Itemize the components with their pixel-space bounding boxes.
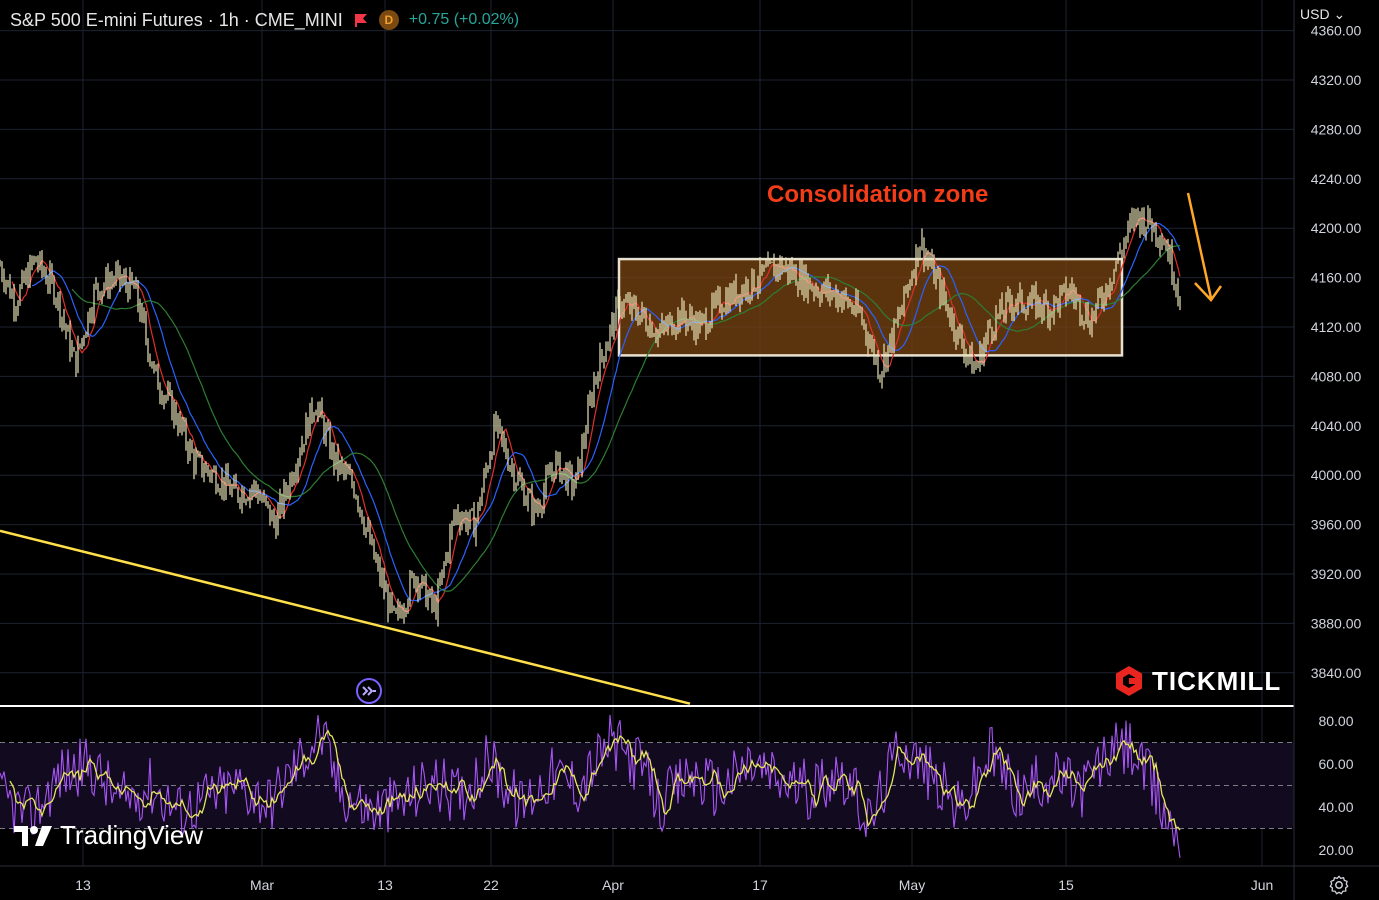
tickmill-icon	[1116, 666, 1142, 696]
time-tick-label: Mar	[250, 877, 274, 893]
symbol-header[interactable]: S&P 500 E-mini Futures · 1h · CME_MINI D…	[10, 6, 519, 34]
price-tick-label: 4240.00	[1311, 171, 1362, 187]
tickmill-wordmark: TICKMILL	[1152, 665, 1282, 696]
consolidation-zone-label: Consolidation zone	[767, 181, 989, 208]
rsi-moving-average-line	[9, 729, 1181, 831]
time-tick-label: Jun	[1251, 877, 1274, 893]
tradingview-icon	[14, 825, 52, 846]
time-tick-label: Apr	[602, 877, 624, 893]
arrow-shaft	[1186, 192, 1213, 299]
rsi-tick-label: 40.00	[1318, 799, 1353, 815]
price-tick-label: 4160.00	[1311, 270, 1362, 286]
time-tick-label: May	[899, 877, 925, 893]
rsi-tick-label: 20.00	[1318, 842, 1353, 858]
price-tick-label: 4320.00	[1311, 72, 1362, 88]
moving-average-lines	[11, 216, 1181, 613]
time-tick-label: 17	[752, 877, 768, 893]
time-axis[interactable]: 13 Mar 13 22 Apr 17 May 15 Jun	[75, 877, 1273, 893]
support-trendline[interactable]	[0, 529, 691, 705]
symbol-title[interactable]: S&P 500 E-mini Futures · 1h · CME_MINI	[10, 9, 343, 30]
data-badge[interactable]: D	[378, 10, 399, 30]
tradingview-logo: TradingView	[12, 820, 203, 851]
price-tick-label: 3960.00	[1311, 517, 1362, 533]
price-tick-label: 4000.00	[1311, 467, 1362, 483]
moving-average-mid	[31, 222, 1181, 602]
moving-average-fast	[11, 216, 1181, 613]
rsi-tick-label: 80.00	[1318, 713, 1353, 729]
price-axis[interactable]: 4360.00 4320.00 4280.00 4240.00 4200.00 4160.…	[1311, 23, 1362, 681]
price-tick-label: 3920.00	[1311, 566, 1362, 582]
rsi-lines	[0, 714, 1181, 858]
time-tick-label: 13	[75, 877, 91, 893]
tickmill-logo: TICKMILL	[1112, 664, 1281, 698]
moving-average-slow	[71, 244, 1181, 592]
price-change: +0.75 (+0.02%)	[408, 11, 520, 28]
price-tick-label: 4120.00	[1311, 319, 1362, 335]
currency-label: USD	[1300, 6, 1330, 22]
price-tick-label: 4360.00	[1311, 23, 1362, 39]
go-to-realtime-icon[interactable]	[355, 677, 383, 705]
price-tick-label: 4040.00	[1311, 418, 1362, 434]
flag-icon[interactable]	[353, 12, 369, 28]
rsi-tick-label: 60.00	[1318, 756, 1353, 772]
tradingview-wordmark: TradingView	[60, 820, 204, 850]
chevron-down-icon: ⌄	[1333, 6, 1346, 22]
price-tick-label: 3840.00	[1311, 665, 1362, 681]
price-tick-label: 4200.00	[1311, 220, 1362, 236]
vertical-gridlines	[82, 0, 1263, 866]
down-arrow	[1186, 192, 1223, 302]
price-gridlines	[0, 30, 1294, 674]
price-bars	[0, 205, 1181, 627]
time-tick-label: 15	[1058, 877, 1074, 893]
currency-selector[interactable]: USD ⌄	[1300, 6, 1345, 23]
gear-icon[interactable]	[1328, 874, 1350, 896]
time-tick-label: 13	[377, 877, 393, 893]
arrow-head	[1194, 282, 1223, 302]
time-tick-label: 22	[483, 877, 499, 893]
rsi-axis[interactable]: 80.00 60.00 40.00 20.00	[1318, 713, 1353, 858]
price-tick-label: 3880.00	[1311, 615, 1362, 631]
price-tick-label: 4080.00	[1311, 368, 1362, 384]
price-tick-label: 4280.00	[1311, 121, 1362, 137]
